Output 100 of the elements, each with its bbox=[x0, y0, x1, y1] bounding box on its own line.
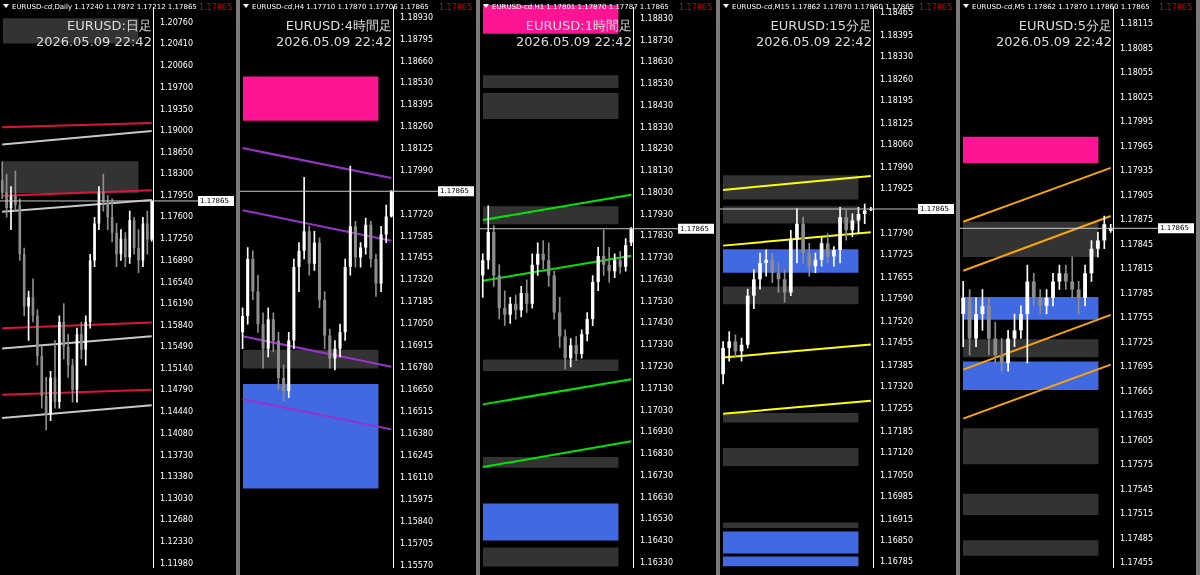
candlestick bbox=[961, 281, 966, 348]
y-tick-label: 1.16915 bbox=[879, 514, 914, 524]
y-tick-label: 1.17655 bbox=[879, 272, 914, 282]
y-tick-label: 1.18430 bbox=[639, 100, 674, 110]
y-tick-label: 1.16430 bbox=[639, 536, 674, 546]
y-tick-label: 1.17320 bbox=[399, 275, 434, 285]
y-tick-label: 1.17630 bbox=[639, 274, 674, 284]
candlestick bbox=[727, 331, 732, 362]
y-tick-label: 1.14790 bbox=[159, 385, 194, 395]
y-tick-label: 1.18300 bbox=[159, 169, 194, 179]
text: 2026.05.09 22:42 bbox=[35, 34, 152, 49]
y-tick-label: 1.17455 bbox=[399, 253, 434, 263]
y-tick-label: 1.17050 bbox=[879, 470, 914, 480]
text: EURUSD:15分足 bbox=[770, 18, 872, 33]
y-tick-label: 1.16780 bbox=[399, 363, 434, 373]
text: 1.17865 bbox=[678, 3, 712, 12]
y-tick-label: 1.17790 bbox=[879, 228, 914, 238]
y-tick-label: 1.18125 bbox=[399, 143, 434, 153]
y-tick-label: 1.17455 bbox=[1119, 558, 1154, 568]
text: 1.17865 bbox=[1158, 3, 1192, 12]
text: 1.17865 bbox=[918, 3, 952, 12]
candlestick bbox=[302, 177, 306, 260]
candlestick bbox=[27, 290, 30, 341]
y-tick-label: 1.18930 bbox=[399, 12, 434, 22]
y-tick-label: 1.17720 bbox=[399, 210, 434, 219]
y-tick-label: 1.16380 bbox=[399, 428, 434, 438]
y-tick-label: 1.17600 bbox=[159, 212, 194, 222]
y-tick-label: 1.14080 bbox=[159, 429, 194, 439]
y-tick-label: 1.17755 bbox=[1119, 313, 1154, 323]
y-tick-label: 1.17455 bbox=[879, 338, 914, 348]
candlestick bbox=[115, 223, 118, 267]
candlestick bbox=[1070, 256, 1075, 299]
y-tick-label: 1.17990 bbox=[879, 163, 914, 173]
y-tick-label: 1.18025 bbox=[1119, 92, 1154, 102]
y-tick-label: 1.17515 bbox=[1119, 509, 1154, 519]
y-tick-label: 1.18530 bbox=[639, 79, 674, 89]
y-tick-label: 1.17605 bbox=[1119, 435, 1154, 445]
y-tick-label: 1.19350 bbox=[159, 104, 194, 114]
text: 2026.05.09 22:42 bbox=[995, 34, 1112, 49]
candlestick bbox=[503, 290, 507, 326]
y-tick-label: 1.15705 bbox=[399, 538, 434, 548]
y-tick-label: 1.17130 bbox=[639, 383, 674, 393]
candlestick bbox=[93, 216, 96, 267]
y-tick-label: 1.18330 bbox=[639, 122, 674, 132]
y-tick-label: 1.11980 bbox=[159, 558, 194, 568]
y-tick-label: 1.17120 bbox=[879, 447, 914, 457]
candlestick bbox=[36, 309, 39, 366]
y-tick-label: 1.17830 bbox=[639, 231, 674, 241]
y-tick-label: 1.18395 bbox=[399, 99, 434, 109]
y-tick-label: 1.17995 bbox=[1119, 117, 1154, 127]
y-tick-label: 1.17905 bbox=[1119, 190, 1154, 200]
y-tick-label: 1.16915 bbox=[399, 341, 434, 351]
candlestick bbox=[80, 321, 83, 360]
y-tick-label: 1.17545 bbox=[1119, 484, 1154, 494]
text: 2026.05.09 22:42 bbox=[275, 34, 392, 49]
y-tick-label: 1.16245 bbox=[399, 450, 434, 460]
y-tick-label: 1.17485 bbox=[1119, 533, 1154, 543]
y-tick-label: 1.16785 bbox=[879, 557, 914, 567]
y-tick-label: 1.18125 bbox=[879, 119, 914, 129]
y-tick-label: 1.17185 bbox=[399, 297, 434, 307]
y-tick-label: 1.16190 bbox=[159, 299, 194, 309]
y-tick-label: 1.17585 bbox=[399, 232, 434, 242]
y-tick-label: 1.16985 bbox=[879, 491, 914, 501]
y-tick-label: 1.18330 bbox=[879, 51, 914, 61]
y-tick-label: 1.16930 bbox=[639, 427, 674, 437]
text: EURUSD:5分足 bbox=[1018, 18, 1112, 33]
candlestick bbox=[764, 249, 769, 277]
y-tick-label: 1.18630 bbox=[639, 57, 674, 67]
y-tick-label: 1.15975 bbox=[399, 494, 434, 504]
y-tick-label: 1.17815 bbox=[1119, 264, 1154, 274]
y-tick-label: 1.16540 bbox=[159, 277, 194, 287]
y-tick-label: 1.18795 bbox=[399, 34, 434, 44]
y-tick-label: 1.13730 bbox=[159, 450, 194, 460]
y-tick-label: 1.18085 bbox=[1119, 43, 1154, 53]
y-tick-label: 1.17990 bbox=[399, 165, 434, 175]
candlestick bbox=[999, 338, 1004, 372]
y-tick-label: 1.18055 bbox=[1119, 68, 1154, 78]
y-tick-label: 1.18060 bbox=[879, 140, 914, 150]
y-tick-label: 1.18195 bbox=[879, 96, 914, 106]
y-tick-label: 1.17590 bbox=[879, 294, 914, 304]
y-tick-label: 1.15140 bbox=[159, 363, 194, 373]
y-tick-label: 1.17950 bbox=[159, 190, 194, 200]
y-tick-label: 1.17530 bbox=[639, 296, 674, 306]
y-tick-label: 1.15490 bbox=[159, 342, 194, 352]
y-tick-label: 1.16630 bbox=[639, 492, 674, 502]
candlestick bbox=[146, 210, 149, 255]
candlestick bbox=[71, 358, 74, 403]
y-tick-label: 1.18230 bbox=[639, 144, 674, 154]
y-tick-label: 1.17320 bbox=[879, 382, 914, 392]
y-tick-label: 1.18830 bbox=[639, 13, 674, 23]
y-tick-label: 1.16890 bbox=[159, 256, 194, 266]
y-tick-label: 1.16330 bbox=[639, 557, 674, 567]
y-tick-label: 1.19000 bbox=[159, 126, 194, 136]
candlestick bbox=[49, 370, 52, 421]
y-tick-label: 1.17730 bbox=[639, 253, 674, 263]
y-tick-label: 1.16650 bbox=[399, 384, 434, 394]
y-tick-label: 1.16110 bbox=[399, 472, 434, 482]
y-tick-label: 1.17330 bbox=[639, 340, 674, 350]
y-tick-label: 1.17385 bbox=[879, 361, 914, 371]
y-tick-label: 1.18130 bbox=[639, 166, 674, 176]
